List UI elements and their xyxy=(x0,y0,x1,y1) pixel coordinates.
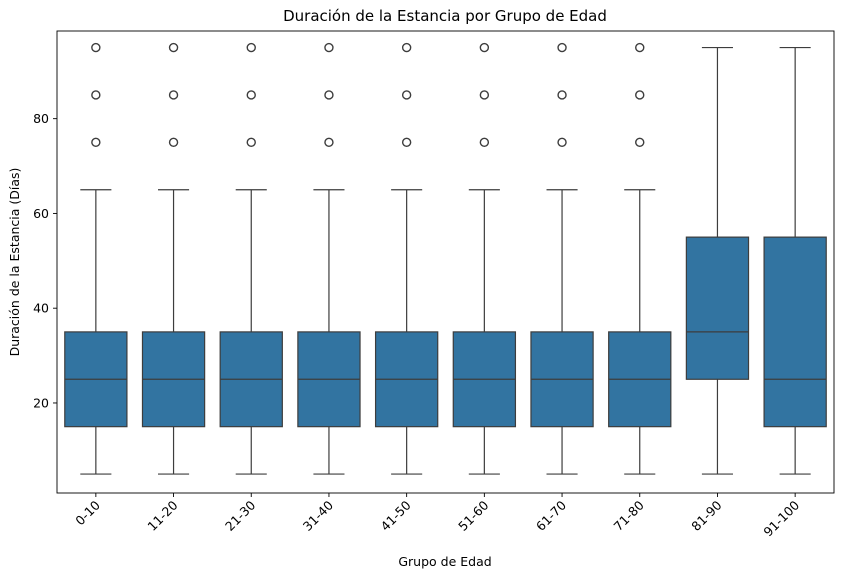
y-axis-label: Duración de la Estancia (Días) xyxy=(7,168,22,357)
x-axis: 0-10 11-20 21-30 31-40 41-50 51-60 61-70 71-80 8… xyxy=(72,493,802,539)
y-tick-label-3: 80 xyxy=(33,111,49,126)
box-group-91-100 xyxy=(763,46,827,475)
outlier-point xyxy=(91,90,101,100)
x-tick-label-7: 71-80 xyxy=(611,497,647,533)
box-group-11-20 xyxy=(141,42,206,475)
outlier-point xyxy=(557,42,567,53)
x-tick-label-1: 11-20 xyxy=(144,497,180,533)
outlier-point xyxy=(635,137,645,148)
outlier-point xyxy=(635,42,645,53)
outlier-point xyxy=(324,137,334,148)
outlier-point xyxy=(479,137,490,148)
outlier-point xyxy=(246,42,256,53)
box-group-71-80 xyxy=(608,42,672,475)
box-group-81-90 xyxy=(685,46,750,475)
outlier-point xyxy=(168,90,179,100)
box-group-51-60 xyxy=(452,42,517,475)
outlier-point xyxy=(635,90,645,100)
box-group-21-30 xyxy=(219,42,283,475)
outlier-point xyxy=(246,90,256,100)
x-tick-label-6: 61-70 xyxy=(533,497,569,533)
x-tick-label-0: 0-10 xyxy=(72,497,103,528)
outlier-point xyxy=(246,137,256,148)
box-group-61-70 xyxy=(530,42,594,475)
box-group-31-40 xyxy=(297,42,361,475)
box-group-0-10 xyxy=(64,42,128,475)
outlier-point xyxy=(401,90,412,100)
y-tick-label-0: 20 xyxy=(33,395,49,410)
outlier-point xyxy=(401,137,412,148)
iqr-box xyxy=(763,236,827,428)
x-tick-label-8: 81-90 xyxy=(688,497,724,533)
outlier-point xyxy=(91,42,101,53)
chart-title: Duración de la Estancia por Grupo de Eda… xyxy=(283,7,607,25)
x-tick-label-9: 91-100 xyxy=(760,497,802,539)
y-tick-label-2: 60 xyxy=(33,206,49,221)
outlier-point xyxy=(324,42,334,53)
x-axis-label: Grupo de Edad xyxy=(398,554,491,569)
outlier-point xyxy=(324,90,334,100)
plot-frame xyxy=(56,30,835,494)
x-tick-label-3: 31-40 xyxy=(300,497,336,533)
outlier-point xyxy=(479,90,490,100)
outlier-point xyxy=(168,137,179,148)
outlier-point xyxy=(479,42,490,53)
outlier-point xyxy=(168,42,179,53)
outlier-point xyxy=(401,42,412,53)
y-tick-label-1: 40 xyxy=(33,301,49,316)
outlier-point xyxy=(91,137,101,148)
plot-area xyxy=(64,42,827,475)
box-group-41-50 xyxy=(374,42,439,475)
x-tick-label-2: 21-30 xyxy=(222,497,258,533)
y-axis: 20 40 60 80 xyxy=(33,111,57,410)
outlier-point xyxy=(557,90,567,100)
iqr-box xyxy=(685,236,750,380)
outlier-point xyxy=(557,137,567,148)
x-tick-label-4: 41-50 xyxy=(377,497,413,533)
x-tick-label-5: 51-60 xyxy=(455,497,491,533)
